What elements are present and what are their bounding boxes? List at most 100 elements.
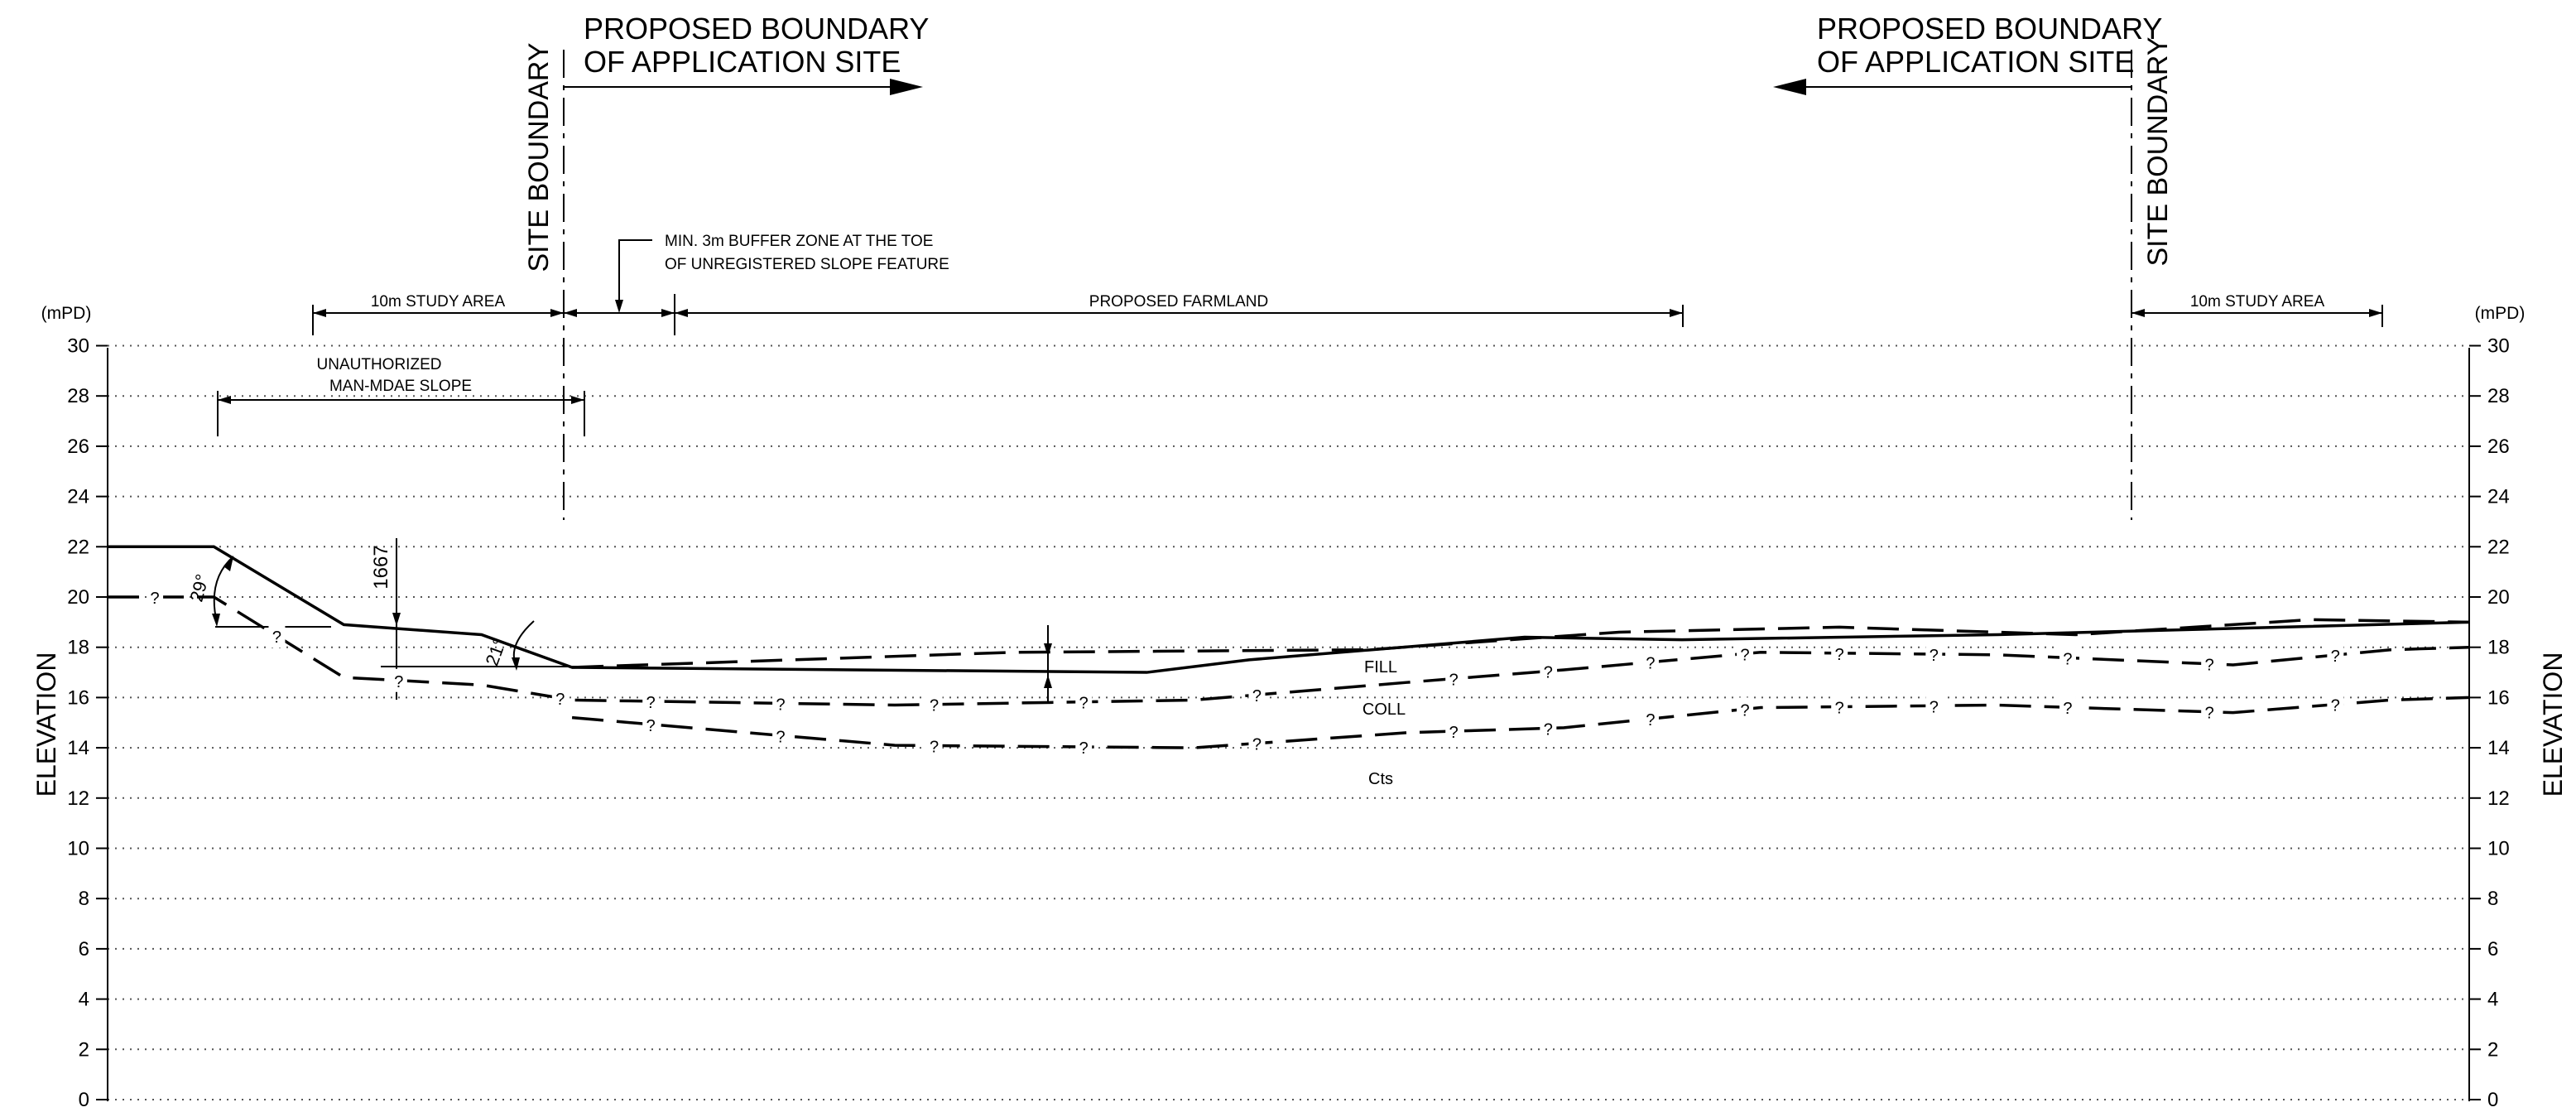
mask (642, 689, 660, 713)
uncertain-mark: ? (1835, 700, 1844, 718)
mask (2201, 652, 2218, 676)
tick-label: 24 (67, 486, 89, 508)
tick-label: 20 (2487, 586, 2510, 609)
buffer-leader (618, 239, 652, 308)
axis-unit-right: (mPD) (2475, 304, 2526, 323)
arrowhead (392, 613, 401, 626)
mask (147, 585, 164, 609)
arrowhead (661, 309, 675, 317)
mask (925, 734, 943, 758)
uncertain-mark: ? (1079, 739, 1089, 758)
mask (1248, 731, 1266, 755)
mask (1641, 707, 1659, 731)
mask (390, 668, 407, 692)
arrowhead (512, 657, 520, 671)
tick-label: 26 (2487, 436, 2510, 458)
axis-unit-left: (mPD) (41, 304, 92, 323)
tick-label: 22 (67, 536, 89, 558)
tick-label: 18 (67, 637, 89, 659)
fill-bottom-boundary (108, 595, 2470, 707)
tick-label: 28 (2487, 385, 2510, 407)
uncertain-mark: ? (1835, 646, 1844, 664)
tick-label: 2 (79, 1038, 89, 1061)
height-label: 1667 (370, 545, 392, 589)
proposed-boundary-left-line1: PROPOSED BOUNDARY (584, 12, 929, 46)
tick-label: 10 (2487, 838, 2510, 860)
uncertain-mark: ? (1544, 720, 1553, 739)
mask (1925, 642, 1943, 666)
elevation-label-left: ELEVATION (31, 652, 61, 797)
mask (1831, 641, 1848, 665)
arrowhead (1044, 643, 1052, 657)
proposed-boundary-right-line2: OF APPLICATION SITE (1817, 45, 2134, 79)
tick-label: 16 (67, 686, 89, 709)
uncertain-mark: ? (930, 738, 939, 756)
arrowhead-left (1773, 79, 1806, 95)
mask (1540, 716, 1557, 740)
gridlines (108, 344, 2469, 1100)
study-area-left-label: 10m STUDY AREA (371, 293, 506, 311)
elevation-label-right: ELEVATION (2538, 652, 2568, 797)
tick-label: 30 (67, 335, 89, 358)
buffer-label-line1: MIN. 3m BUFFER ZONE AT THE TOE (665, 233, 933, 250)
mask (1075, 734, 1093, 758)
study-area-right-label: 10m STUDY AREA (2190, 293, 2325, 311)
uncertain-mark: ? (150, 590, 159, 608)
tick-label: 24 (2487, 486, 2510, 508)
mask (1831, 695, 1848, 719)
mask (1445, 667, 1463, 691)
tick-label: 0 (2487, 1089, 2498, 1111)
mask (1925, 694, 1943, 718)
arrowhead-right (890, 79, 923, 95)
uncertain-mark: ? (2205, 657, 2214, 675)
uncertain-mark: ? (1449, 672, 1459, 690)
arrowhead (212, 614, 220, 627)
tick-label: 22 (2487, 536, 2510, 558)
mask (2327, 692, 2344, 716)
arrowhead (2131, 309, 2145, 317)
arrowhead (223, 556, 233, 571)
uncertain-mark: ? (272, 628, 281, 647)
stratum-coll-label: COLL (1362, 701, 1406, 719)
arrowhead (615, 300, 623, 313)
arrowhead (1670, 309, 1683, 317)
arrowhead (313, 309, 326, 317)
uncertain-mark: ? (1252, 736, 1262, 754)
uncertain-mark: ? (646, 694, 656, 712)
mask (1075, 690, 1093, 714)
slope-label-line1: UNAUTHORIZED (317, 356, 442, 373)
stratum-cts-label: Cts (1368, 770, 1393, 788)
uncertain-mark: ? (2331, 648, 2340, 666)
arrowhead (550, 309, 564, 317)
uncertain-mark: ? (930, 697, 939, 715)
mask (1540, 659, 1557, 683)
tick-label: 0 (79, 1089, 89, 1111)
uncertain-mark: ? (1646, 655, 1655, 673)
tick-label: 26 (67, 436, 89, 458)
uncertain-mark: ? (776, 696, 786, 714)
tick-label: 14 (2487, 737, 2510, 759)
mask (1248, 683, 1266, 707)
mask (1641, 650, 1659, 674)
slope-label-line2: MAN-MDAE SLOPE (329, 378, 472, 395)
uncertain-mark: ? (1079, 695, 1089, 713)
mask (2327, 643, 2344, 667)
uncertain-mark: ? (2063, 700, 2072, 718)
uncertain-mark: ? (555, 691, 565, 709)
uncertain-mark: ? (646, 717, 656, 735)
tick-label: 4 (2487, 989, 2498, 1011)
coll-bottom-boundary (571, 696, 2470, 749)
uncertain-mark: ? (2205, 705, 2214, 723)
mask (925, 692, 943, 716)
uncertain-mark: ? (1544, 664, 1553, 682)
proposed-ground-profile (572, 618, 2470, 669)
tick-label: 12 (2487, 787, 2510, 810)
tick-label: 30 (2487, 335, 2510, 358)
mask (1737, 642, 1754, 666)
tick-label: 28 (67, 385, 89, 407)
uncertain-mark: ? (1741, 646, 1750, 664)
ground-profiles (108, 545, 2470, 749)
uncertain-mark: ? (776, 728, 786, 746)
arrowhead (218, 396, 231, 404)
